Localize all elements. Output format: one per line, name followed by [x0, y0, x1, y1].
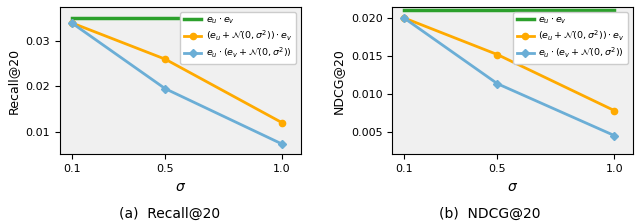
$e_u \cdot e_v$	[68, 17, 76, 20]
$e_u \cdot (e_v + \mathcal{N}(0, \sigma^2))$	[611, 134, 618, 137]
$e_u \cdot (e_v + \mathcal{N}(0, \sigma^2))$	[400, 17, 408, 19]
Legend: $e_u \cdot e_v$, $(e_u + \mathcal{N}(0, \sigma^2)) \cdot e_v$, $e_u \cdot (e_v +: $e_u \cdot e_v$, $(e_u + \mathcal{N}(0, …	[513, 12, 628, 64]
$e_u \cdot e_v$	[611, 9, 618, 12]
Line: $e_u \cdot (e_v + \mathcal{N}(0, \sigma^2))$: $e_u \cdot (e_v + \mathcal{N}(0, \sigma^…	[401, 15, 617, 138]
Y-axis label: NDCG@20: NDCG@20	[332, 48, 345, 114]
Legend: $e_u \cdot e_v$, $(e_u + \mathcal{N}(0, \sigma^2)) \cdot e_v$, $e_u \cdot (e_v +: $e_u \cdot e_v$, $(e_u + \mathcal{N}(0, …	[180, 12, 296, 64]
$(e_u + \mathcal{N}(0, \sigma^2)) \cdot e_v$	[400, 17, 408, 19]
$e_u \cdot e_v$	[493, 9, 501, 12]
Line: $(e_u + \mathcal{N}(0, \sigma^2)) \cdot e_v$: $(e_u + \mathcal{N}(0, \sigma^2)) \cdot …	[68, 20, 285, 126]
$e_u \cdot e_v$	[400, 9, 408, 12]
$e_u \cdot (e_v + \mathcal{N}(0, \sigma^2))$	[161, 87, 169, 90]
$(e_u + \mathcal{N}(0, \sigma^2)) \cdot e_v$	[68, 21, 76, 24]
Line: $e_u \cdot (e_v + \mathcal{N}(0, \sigma^2))$: $e_u \cdot (e_v + \mathcal{N}(0, \sigma^…	[69, 20, 285, 147]
X-axis label: $\sigma$: $\sigma$	[507, 180, 518, 194]
$e_u \cdot (e_v + \mathcal{N}(0, \sigma^2))$	[68, 21, 76, 24]
Text: (a)  Recall@20: (a) Recall@20	[119, 207, 220, 221]
Line: $(e_u + \mathcal{N}(0, \sigma^2)) \cdot e_v$: $(e_u + \mathcal{N}(0, \sigma^2)) \cdot …	[401, 15, 618, 114]
$e_u \cdot e_v$	[161, 17, 169, 20]
Text: (b)  NDCG@20: (b) NDCG@20	[439, 207, 540, 221]
$(e_u + \mathcal{N}(0, \sigma^2)) \cdot e_v$	[161, 58, 169, 60]
Y-axis label: Recall@20: Recall@20	[7, 48, 20, 114]
X-axis label: $\sigma$: $\sigma$	[175, 180, 186, 194]
$e_u \cdot e_v$	[278, 17, 286, 20]
$(e_u + \mathcal{N}(0, \sigma^2)) \cdot e_v$	[278, 121, 286, 124]
$e_u \cdot (e_v + \mathcal{N}(0, \sigma^2))$	[278, 143, 286, 145]
$(e_u + \mathcal{N}(0, \sigma^2)) \cdot e_v$	[611, 109, 618, 112]
$(e_u + \mathcal{N}(0, \sigma^2)) \cdot e_v$	[493, 53, 501, 56]
$e_u \cdot (e_v + \mathcal{N}(0, \sigma^2))$	[493, 83, 501, 85]
